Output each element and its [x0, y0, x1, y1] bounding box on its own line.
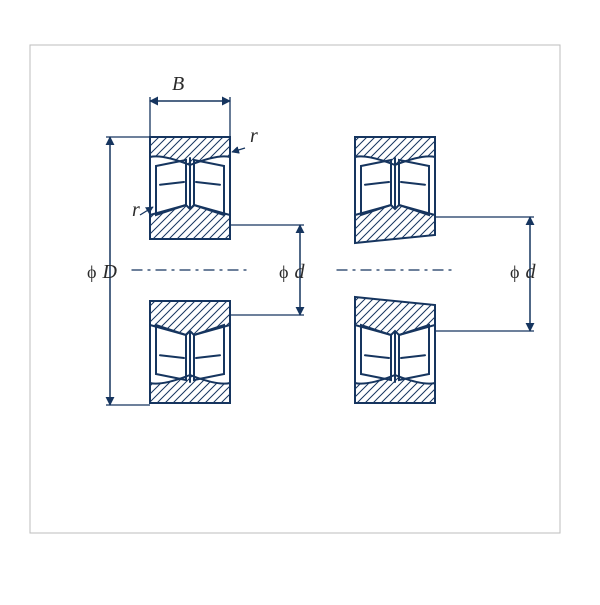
bearing-cross-section-diagram: Br r ϕ D ϕ d ϕ d [0, 0, 600, 600]
label-phi-D: ϕ D [87, 261, 117, 283]
label-r-outer: r [250, 125, 258, 147]
label-phi-d-left: ϕ d [279, 261, 305, 283]
label-phi-d-right: ϕ d [510, 261, 536, 283]
label-B: B [172, 73, 184, 95]
label-r-inner: r [132, 199, 140, 221]
